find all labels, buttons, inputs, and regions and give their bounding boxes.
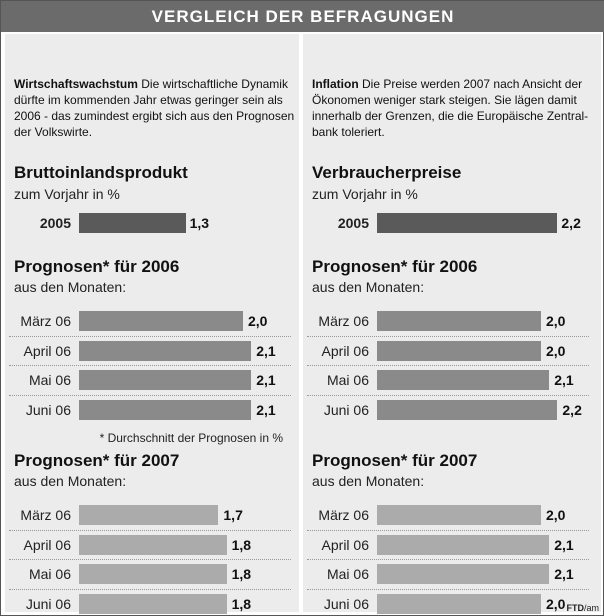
group-subtitle: aus den Monaten: — [312, 279, 425, 295]
row-separator — [9, 529, 291, 531]
group-title: Prognosen* für 2006 — [312, 257, 478, 276]
row-label: April 06 — [321, 342, 369, 359]
row-label: Juni 06 — [323, 402, 369, 419]
bar — [79, 370, 252, 391]
row-separator — [307, 529, 589, 531]
value-label: 2,0 — [546, 507, 566, 523]
row-label: März 06 — [318, 313, 369, 329]
base-label: 2005 — [39, 215, 71, 231]
chart-title: Bruttoinlandsprodukt — [14, 163, 188, 182]
footnote: * Durchschnitt der Prognosen in % — [99, 431, 283, 445]
row-label: Mai 06 — [326, 372, 369, 389]
intro-text: Wirtschaftswachstum Die wirtschaftliche … — [14, 76, 296, 140]
base-value: 1,3 — [189, 215, 210, 231]
intro-bold: Inflation — [312, 77, 359, 91]
intro-bold: Wirtschaftswachstum — [14, 77, 138, 91]
bar — [377, 340, 541, 361]
row-separator — [307, 365, 589, 367]
value-label: 2,0 — [248, 313, 268, 329]
row-separator — [307, 559, 589, 561]
value-label: 1,8 — [231, 536, 252, 553]
value-label: 1,7 — [223, 507, 243, 523]
group-title: Prognosen* für 2007 — [14, 451, 180, 470]
credit-rest: /am — [583, 603, 599, 613]
base-bar — [79, 213, 186, 233]
bar — [79, 340, 252, 361]
value-label: 2,0 — [546, 596, 566, 613]
row-label: März 06 — [20, 507, 71, 523]
row-separator — [307, 588, 589, 590]
value-label: 1,8 — [231, 596, 252, 613]
group-subtitle: aus den Monaten: — [312, 473, 425, 489]
bar — [377, 534, 550, 555]
value-label: 2,1 — [256, 402, 276, 419]
row-separator — [307, 394, 589, 396]
intro-text: Inflation Die Preise werden 2007 nach An… — [312, 76, 594, 140]
row-label: März 06 — [20, 313, 71, 329]
bar — [377, 400, 558, 421]
intro-body: Die wirtschaftliche Dynamik dürfte im ko… — [14, 77, 295, 139]
value-label: 2,1 — [256, 372, 276, 389]
group-subtitle: aus den Monaten: — [14, 473, 127, 489]
row-label: Juni 06 — [25, 596, 71, 613]
intro-body: Die Preise werden 2007 nach Ansicht der … — [312, 77, 589, 139]
row-separator — [9, 588, 291, 590]
row-label: März 06 — [318, 507, 369, 523]
bar — [79, 505, 219, 525]
row-separator — [9, 365, 291, 367]
bar — [377, 370, 550, 391]
value-label: 2,0 — [546, 313, 566, 329]
header-title: VERGLEICH DER BEFRAGUNGEN — [1, 1, 604, 32]
value-label: 2,2 — [562, 402, 582, 419]
value-label: 2,0 — [546, 342, 566, 359]
value-label: 2,1 — [554, 536, 574, 553]
value-label: 2,1 — [256, 342, 276, 359]
bar — [79, 400, 252, 421]
group-title: Prognosen* für 2006 — [14, 257, 180, 276]
bar — [79, 311, 243, 331]
panel-growth: Wirtschaftswachstum Die wirtschaftliche … — [5, 34, 299, 615]
row-label: Juni 06 — [323, 596, 369, 613]
row-label: Juni 06 — [25, 402, 71, 419]
chart-title: Verbraucherpreise — [312, 163, 462, 182]
row-separator — [307, 335, 589, 337]
row-label: Mai 06 — [28, 372, 71, 389]
bar — [79, 534, 227, 555]
row-label: April 06 — [23, 536, 71, 553]
row-label: April 06 — [321, 536, 369, 553]
bar — [79, 564, 227, 585]
chart-subtitle: zum Vorjahr in % — [312, 186, 418, 202]
value-label: 1,8 — [231, 566, 252, 583]
base-bar — [377, 213, 558, 233]
credit: FTD/am — [566, 603, 599, 613]
row-separator — [9, 559, 291, 561]
base-value: 2,2 — [561, 215, 581, 231]
row-label: Mai 06 — [326, 566, 369, 583]
credit-bold: FTD — [566, 603, 584, 613]
bar — [377, 594, 541, 615]
panel-inflation: Inflation Die Preise werden 2007 nach An… — [303, 34, 601, 615]
chart-subtitle: zum Vorjahr in % — [14, 186, 120, 202]
row-separator — [9, 335, 291, 337]
bar — [377, 564, 550, 585]
group-title: Prognosen* für 2007 — [312, 451, 478, 470]
row-label: Mai 06 — [28, 566, 71, 583]
base-label: 2005 — [337, 215, 369, 231]
row-label: April 06 — [23, 342, 71, 359]
bar — [377, 505, 541, 525]
bar — [79, 594, 227, 615]
group-subtitle: aus den Monaten: — [14, 279, 127, 295]
value-label: 2,1 — [554, 566, 574, 583]
bar — [377, 311, 541, 331]
value-label: 2,1 — [554, 372, 574, 389]
row-separator — [9, 394, 291, 396]
